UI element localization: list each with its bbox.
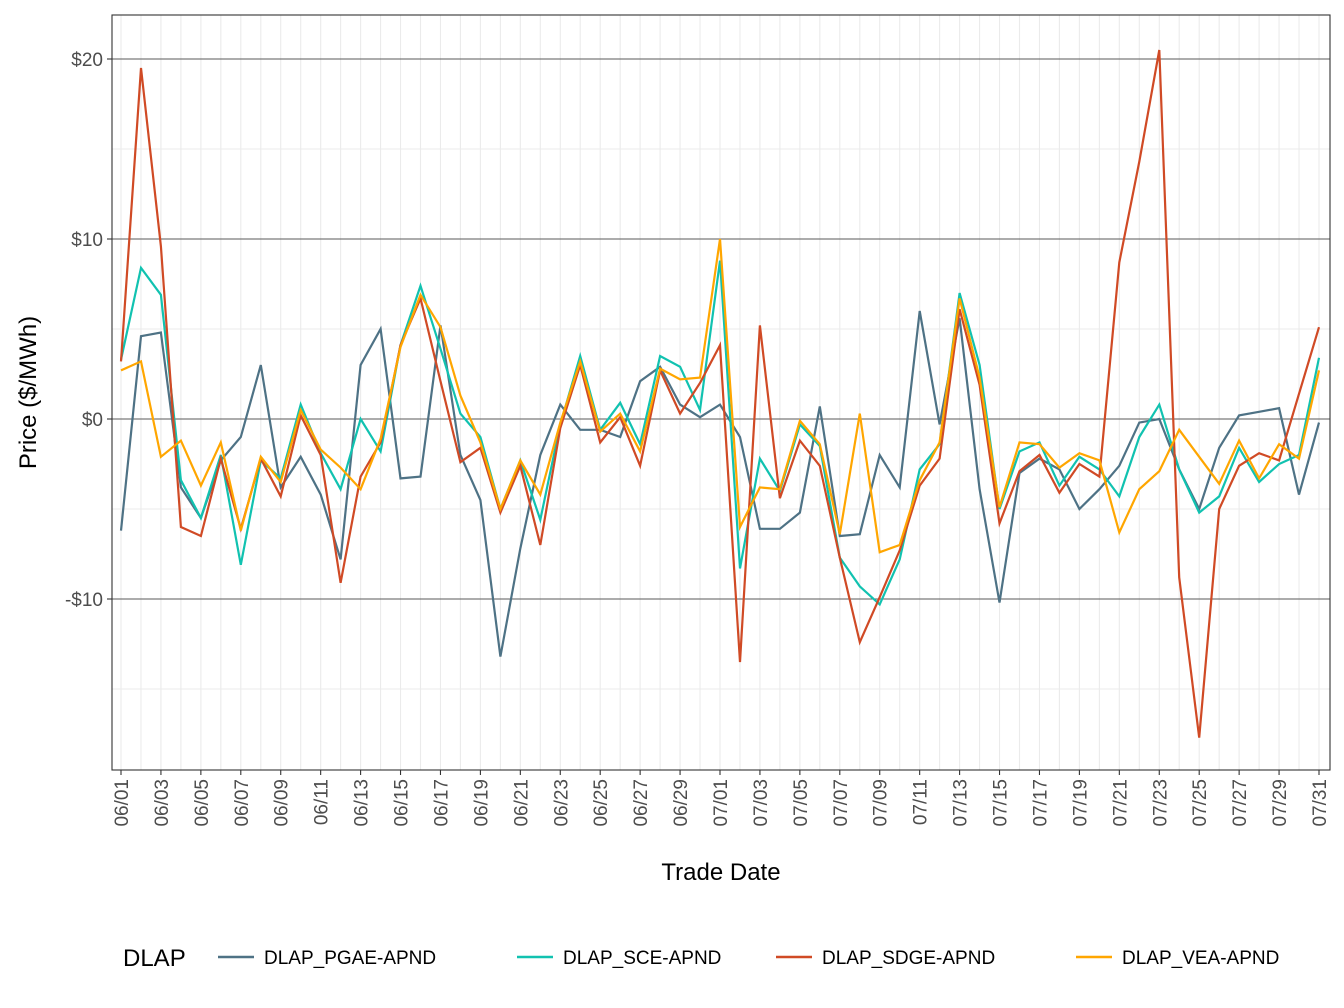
x-tick-label: 06/05 bbox=[192, 779, 213, 827]
x-tick-label: 06/23 bbox=[551, 779, 572, 827]
x-tick-label: 06/17 bbox=[431, 779, 452, 827]
x-tick-label: 06/15 bbox=[392, 779, 413, 827]
x-tick-label: 07/29 bbox=[1270, 779, 1291, 827]
legend-title: DLAP bbox=[123, 945, 186, 972]
y-axis-title: Price ($/MWh) bbox=[15, 316, 42, 469]
legend: DLAP DLAP_PGAE-APND DLAP_SCE-APND DLAP_SDG… bbox=[123, 945, 1279, 972]
series-line-dlap-vea-apnd bbox=[120, 238, 1321, 554]
x-tick-label: 07/25 bbox=[1190, 779, 1211, 827]
x-tick-label: 07/21 bbox=[1110, 779, 1131, 827]
x-tick-label: 07/05 bbox=[791, 779, 812, 827]
x-tick-label: 07/07 bbox=[831, 779, 852, 827]
legend-label: DLAP_VEA-APND bbox=[1122, 948, 1279, 969]
x-tick-label: 07/23 bbox=[1150, 779, 1171, 827]
y-tick-label: $10 bbox=[71, 230, 103, 251]
x-tick-label: 06/27 bbox=[631, 779, 652, 827]
x-tick-label: 06/01 bbox=[112, 779, 133, 827]
legend-label: DLAP_PGAE-APND bbox=[264, 948, 436, 969]
y-tick-label: -$10 bbox=[65, 590, 103, 611]
x-tick-label: 06/25 bbox=[591, 779, 612, 827]
x-tick-label: 07/17 bbox=[1030, 779, 1051, 827]
x-tick-label: 07/01 bbox=[711, 779, 732, 827]
minor-gridlines bbox=[112, 15, 1330, 770]
panel-border bbox=[111, 14, 1331, 771]
x-tick-label: 06/21 bbox=[511, 779, 532, 827]
x-tick-label: 07/27 bbox=[1230, 779, 1251, 827]
x-tick-label: 07/03 bbox=[751, 779, 772, 827]
x-tick-label: 06/13 bbox=[352, 779, 373, 827]
y-tick-label: $0 bbox=[82, 410, 103, 431]
x-tick-label: 06/09 bbox=[272, 779, 293, 827]
x-tick-label: 07/13 bbox=[951, 779, 972, 827]
x-axis: 06/01 06/03 06/05 06/07 06/09 06/11 06/13 06/15… bbox=[112, 770, 1331, 827]
major-gridlines bbox=[112, 58, 1330, 600]
x-tick-label: 07/11 bbox=[911, 779, 932, 825]
x-tick-label: 06/11 bbox=[312, 779, 333, 825]
x-tick-label: 06/29 bbox=[671, 779, 692, 827]
series-line-dlap-pgae-apnd bbox=[119, 310, 1321, 657]
legend-label: DLAP_SDGE-APND bbox=[822, 948, 995, 969]
x-axis-title: Trade Date bbox=[661, 859, 780, 886]
x-tick-label: 07/09 bbox=[871, 779, 892, 827]
x-tick-label: 06/03 bbox=[152, 779, 173, 827]
x-tick-label: 07/15 bbox=[991, 779, 1012, 827]
x-tick-label: 07/31 bbox=[1310, 779, 1331, 827]
y-axis: -$10 $0 $10 $20 bbox=[65, 50, 112, 611]
series-line-dlap-sdge-apnd bbox=[119, 49, 1321, 738]
x-tick-label: 06/19 bbox=[471, 779, 492, 827]
x-tick-label: 06/07 bbox=[232, 779, 253, 827]
y-tick-label: $20 bbox=[71, 50, 103, 71]
series-lines bbox=[119, 49, 1321, 738]
legend-label: DLAP_SCE-APND bbox=[563, 948, 721, 969]
x-tick-label: 07/19 bbox=[1070, 779, 1091, 827]
